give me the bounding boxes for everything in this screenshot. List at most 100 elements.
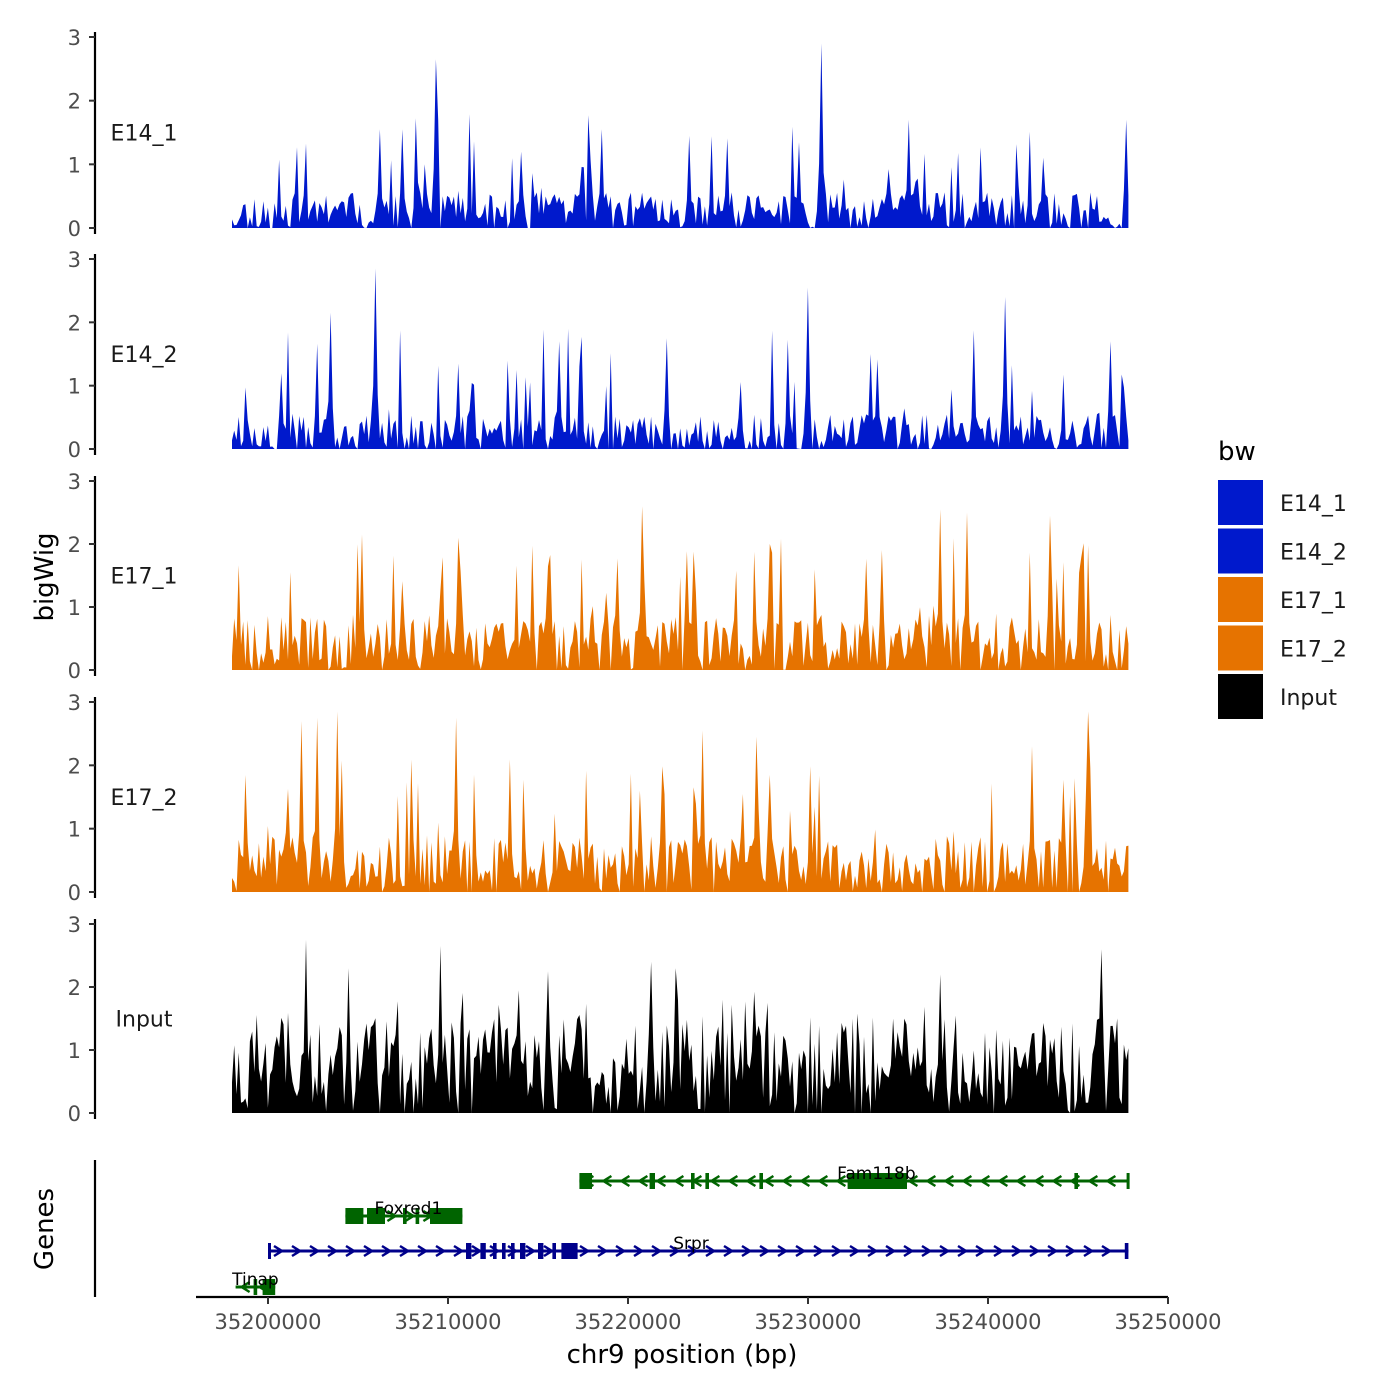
track-label-E17_2: E17_2 xyxy=(111,786,178,811)
x-tick-label-35200000: 35200000 xyxy=(215,1310,322,1334)
strand-arrow-Fam118b xyxy=(619,1174,631,1188)
signal-area-E17_2 xyxy=(232,711,1129,892)
strand-arrow-Srpr xyxy=(849,1244,861,1258)
exon-Srpr-6 xyxy=(520,1243,526,1259)
y-tick-label-E14_2-2: 2 xyxy=(68,311,81,335)
x-tick-label-35250000: 35250000 xyxy=(1115,1310,1222,1334)
strand-arrow-Fam118b xyxy=(1033,1174,1045,1188)
y-tick-label-E14_2-3: 3 xyxy=(68,248,81,272)
legend-label-Input: Input xyxy=(1280,686,1337,711)
strand-arrow-Srpr xyxy=(579,1244,591,1258)
y-tick-label-E17_2-1: 1 xyxy=(68,818,81,842)
strand-arrow-Srpr xyxy=(453,1244,465,1258)
strand-arrow-Fam118b xyxy=(673,1174,685,1188)
strand-arrow-Srpr xyxy=(1083,1244,1095,1258)
strand-arrow-Fam118b xyxy=(709,1174,721,1188)
strand-arrow-Srpr xyxy=(885,1244,897,1258)
exon-Srpr-9 xyxy=(561,1243,578,1259)
y-tick-label-Input-3: 3 xyxy=(68,913,81,937)
strand-arrow-Srpr xyxy=(831,1244,843,1258)
strand-arrow-Srpr xyxy=(1029,1244,1041,1258)
y-tick-label-E17_1-2: 2 xyxy=(68,533,81,557)
track-E17_1: 0 1 2 3 E17_1 xyxy=(68,470,1129,683)
y-axis-title: bigWig xyxy=(30,532,60,621)
y-tick-label-E17_2-0: 0 xyxy=(68,881,81,905)
strand-arrow-Srpr xyxy=(525,1244,537,1258)
y-tick-label-E14_1-0: 0 xyxy=(68,217,81,241)
x-tick-label-35220000: 35220000 xyxy=(575,1310,682,1334)
strand-arrow-Srpr xyxy=(795,1244,807,1258)
exon-Foxred1-2 xyxy=(403,1208,407,1224)
strand-arrow-Srpr xyxy=(975,1244,987,1258)
strand-arrow-Srpr xyxy=(507,1244,519,1258)
legend-title: bw xyxy=(1218,437,1256,467)
exon-Srpr-3 xyxy=(493,1243,497,1259)
gene-label-Foxred1: Foxred1 xyxy=(375,1199,443,1219)
strand-arrow-Srpr xyxy=(381,1244,393,1258)
x-axis: 35200000 35210000 35220000 35230000 35240000… xyxy=(196,1295,1222,1334)
strand-arrow-Fam118b xyxy=(1087,1174,1099,1188)
strand-arrow-Srpr xyxy=(273,1244,285,1258)
exon-Srpr-10 xyxy=(1124,1243,1129,1259)
strand-arrow-Fam118b xyxy=(727,1174,739,1188)
x-tick-label-35230000: 35230000 xyxy=(755,1310,862,1334)
strand-arrow-Srpr xyxy=(723,1244,735,1258)
strand-arrow-Srpr xyxy=(615,1244,627,1258)
strand-arrow-Srpr xyxy=(489,1244,501,1258)
y-tick-label-E14_1-1: 1 xyxy=(68,153,81,177)
strand-arrow-Fam118b xyxy=(961,1174,973,1188)
strand-arrow-Srpr xyxy=(1047,1244,1059,1258)
legend-label-E14_1: E14_1 xyxy=(1280,492,1347,517)
strand-arrow-Fam118b xyxy=(655,1174,667,1188)
strand-arrow-Srpr xyxy=(651,1244,663,1258)
gene-label-Tinap: Tinap xyxy=(231,1270,279,1290)
y-tick-label-Input-1: 1 xyxy=(68,1039,81,1063)
genes-axis-title: Genes xyxy=(30,1188,60,1270)
strand-arrow-Srpr xyxy=(1065,1244,1077,1258)
strand-arrow-Srpr xyxy=(291,1244,303,1258)
strand-arrow-Fam118b xyxy=(1051,1174,1063,1188)
strand-arrow-Srpr xyxy=(471,1244,483,1258)
strand-arrow-Srpr xyxy=(399,1244,411,1258)
strand-arrow-Srpr xyxy=(597,1244,609,1258)
strand-arrow-Foxred1 xyxy=(386,1209,398,1223)
track-label-Input: Input xyxy=(116,1008,173,1033)
y-tick-label-E17_2-2: 2 xyxy=(68,754,81,778)
signal-area-Input xyxy=(232,939,1129,1113)
exon-Fam118b-2 xyxy=(691,1173,695,1189)
exon-Fam118b-3 xyxy=(705,1173,709,1189)
legend-label-E17_2: E17_2 xyxy=(1280,638,1347,663)
strand-arrow-Srpr xyxy=(417,1244,429,1258)
y-tick-label-E17_1-1: 1 xyxy=(68,596,81,620)
strand-arrow-Fam118b xyxy=(997,1174,1009,1188)
y-tick-label-E14_1-2: 2 xyxy=(68,90,81,114)
exon-Fam118b-7 xyxy=(1126,1173,1130,1189)
exon-Srpr-4 xyxy=(502,1243,506,1259)
legend-label-E17_1: E17_1 xyxy=(1280,589,1347,614)
exon-Foxred1-3 xyxy=(415,1208,420,1224)
strand-arrow-Fam118b xyxy=(781,1174,793,1188)
gene-label-Srpr: Srpr xyxy=(673,1234,709,1254)
strand-arrow-Fam118b xyxy=(637,1174,649,1188)
strand-arrow-Srpr xyxy=(993,1244,1005,1258)
signal-area-E14_2 xyxy=(232,268,1129,449)
x-tick-label-35240000: 35240000 xyxy=(935,1310,1042,1334)
track-E17_2: 0 1 2 3 E17_2 xyxy=(68,691,1129,905)
signal-tracks: 0 1 2 3 E14_1 0 1 2 3 E14_2 0 1 2 3 E17_1 0 1 2 3 E17_2 0 1 2 3… xyxy=(68,26,1129,1126)
x-tick-label-35210000: 35210000 xyxy=(395,1310,502,1334)
strand-arrow-Srpr xyxy=(957,1244,969,1258)
strand-arrow-Fam118b xyxy=(817,1174,829,1188)
strand-arrow-Fam118b xyxy=(799,1174,811,1188)
gene-label-Fam118b: Fam118b xyxy=(837,1164,915,1184)
legend-swatch-E17_1 xyxy=(1218,577,1263,622)
legend-swatch-E14_1 xyxy=(1218,480,1263,525)
strand-arrow-Srpr xyxy=(669,1244,681,1258)
exon-Srpr-1 xyxy=(466,1243,472,1259)
strand-arrow-Srpr xyxy=(777,1244,789,1258)
track-label-E14_2: E14_2 xyxy=(111,343,178,368)
legend-label-E14_2: E14_2 xyxy=(1280,541,1347,566)
strand-arrow-Srpr xyxy=(759,1244,771,1258)
exon-Foxred1-0 xyxy=(345,1208,364,1224)
exon-Tinap-0 xyxy=(253,1279,258,1295)
